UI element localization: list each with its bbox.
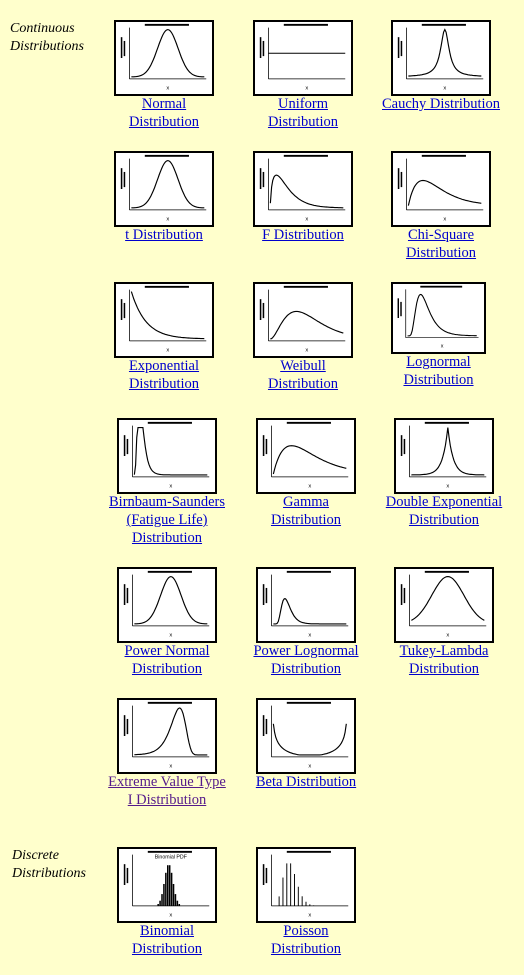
beta-thumbnail[interactable]: x	[256, 698, 356, 774]
section-label-continuous: Continuous Distributions	[10, 21, 84, 54]
tukeylambda-thumbnail[interactable]: x	[394, 567, 494, 643]
lognormal-link[interactable]: Lognormal Distribution	[403, 354, 474, 388]
svg-text:x: x	[166, 85, 169, 91]
powerlognormal-link[interactable]: Power Lognormal Distribution	[253, 643, 359, 677]
svg-text:x: x	[443, 85, 446, 91]
binomial-thumbnail[interactable]: x Binomial PDF	[117, 847, 217, 923]
poisson-thumbnail[interactable]: x	[256, 847, 356, 923]
svg-text:x: x	[166, 216, 169, 222]
tukeylambda-link[interactable]: Tukey-Lambda Distribution	[399, 643, 489, 677]
extremevalue-thumbnail[interactable]: x	[117, 698, 217, 774]
chisq-thumbnail[interactable]: x	[391, 151, 491, 227]
birnbaum-link[interactable]: Birnbaum-Saunders (Fatigue Life) Distrib…	[109, 494, 225, 546]
powernormal-link[interactable]: Power Normal Distribution	[124, 643, 210, 677]
exponential-thumbnail[interactable]: x	[114, 282, 214, 358]
svg-text:x: x	[443, 216, 446, 222]
gamma-thumbnail[interactable]: x	[256, 418, 356, 494]
beta-link[interactable]: Beta Distribution	[255, 774, 357, 790]
exponential-link[interactable]: Exponential Distribution	[128, 358, 200, 392]
svg-text:x: x	[305, 85, 308, 91]
svg-text:x: x	[308, 483, 311, 489]
powerlognormal-thumbnail[interactable]: x	[256, 567, 356, 643]
svg-text:x: x	[446, 483, 449, 489]
doubleexp-thumbnail[interactable]: x	[394, 418, 494, 494]
svg-text:x: x	[166, 347, 169, 353]
svg-text:x: x	[169, 763, 172, 769]
svg-text:x: x	[305, 347, 308, 353]
extremevalue-link[interactable]: Extreme Value Type I Distribution	[108, 774, 226, 808]
birnbaum-thumbnail[interactable]: x	[117, 418, 217, 494]
svg-text:Binomial PDF: Binomial PDF	[155, 855, 187, 861]
uniform-thumbnail[interactable]: x	[253, 20, 353, 96]
chisq-link[interactable]: Chi-Square Distribution	[405, 227, 477, 261]
f-link[interactable]: F Distribution	[262, 227, 344, 243]
weibull-link[interactable]: Weibull Distribution	[267, 358, 339, 392]
svg-text:x: x	[305, 216, 308, 222]
gamma-link[interactable]: Gamma Distribution	[270, 494, 342, 528]
powernormal-thumbnail[interactable]: x	[117, 567, 217, 643]
svg-text:x: x	[441, 344, 444, 350]
t-link[interactable]: t Distribution	[125, 227, 203, 243]
doubleexp-link[interactable]: Double Exponential Distribution	[385, 494, 503, 528]
svg-text:x: x	[308, 912, 311, 918]
svg-text:x: x	[169, 483, 172, 489]
poisson-link[interactable]: Poisson Distribution	[270, 923, 342, 957]
svg-text:x: x	[308, 632, 311, 638]
lognormal-thumbnail[interactable]: x	[391, 282, 486, 354]
svg-text:x: x	[169, 632, 172, 638]
section-label-discrete: Discrete Distributions	[12, 848, 86, 881]
cauchy-link[interactable]: Cauchy Distribution	[382, 96, 501, 112]
normal-link[interactable]: Normal Distribution	[128, 96, 200, 130]
uniform-link[interactable]: Uniform Distribution	[267, 96, 339, 130]
normal-thumbnail[interactable]: x	[114, 20, 214, 96]
t-thumbnail[interactable]: x	[114, 151, 214, 227]
cauchy-thumbnail[interactable]: x	[391, 20, 491, 96]
svg-text:x: x	[446, 632, 449, 638]
f-thumbnail[interactable]: x	[253, 151, 353, 227]
weibull-thumbnail[interactable]: x	[253, 282, 353, 358]
binomial-link[interactable]: Binomial Distribution	[131, 923, 203, 957]
svg-text:x: x	[169, 912, 172, 918]
svg-text:x: x	[308, 763, 311, 769]
